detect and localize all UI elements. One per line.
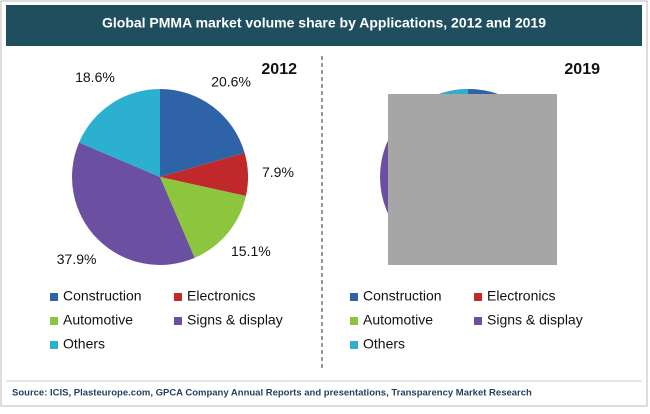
legend-label: Signs & display (487, 312, 583, 328)
data-label: 7.9% (262, 164, 294, 180)
legend-label: Others (363, 336, 405, 352)
data-label: 37.9% (57, 251, 97, 267)
legend-swatch (174, 293, 182, 301)
pie-slice (160, 177, 246, 258)
legend-swatch (174, 317, 182, 325)
header-title: Global PMMA market volume share by Appli… (102, 15, 546, 31)
obscured-pie (380, 88, 557, 265)
legend-label: Others (63, 336, 105, 352)
pie-title: 2019 (564, 61, 600, 78)
legend-label: Construction (363, 288, 442, 304)
pie-slice (160, 89, 245, 177)
legend-label: Electronics (187, 288, 255, 304)
legend-swatch (350, 317, 358, 325)
legend-label: Automotive (63, 312, 133, 328)
legend-swatch (50, 317, 58, 325)
header-bar (6, 5, 642, 46)
data-label: 15.1% (231, 243, 271, 259)
legend-swatch (474, 317, 482, 325)
legend-swatch (350, 341, 358, 349)
legend-label: Automotive (363, 312, 433, 328)
legend-swatch (50, 341, 58, 349)
legend-label: Signs & display (187, 312, 283, 328)
legend-label: Electronics (487, 288, 555, 304)
data-label: 18.6% (75, 69, 115, 85)
pie-slice (79, 89, 160, 177)
legend-swatch (350, 293, 358, 301)
data-label: 20.6% (211, 74, 251, 90)
legend-swatch (474, 293, 482, 301)
pie-title: 2012 (261, 61, 297, 78)
legend-swatch (50, 293, 58, 301)
pie-slice (160, 152, 248, 197)
source-note: Source: ICIS, Plasteurope.com, GPCA Comp… (12, 388, 532, 399)
legend-label: Construction (63, 288, 142, 304)
pie-slice (71, 142, 195, 265)
redaction-box (388, 94, 557, 265)
